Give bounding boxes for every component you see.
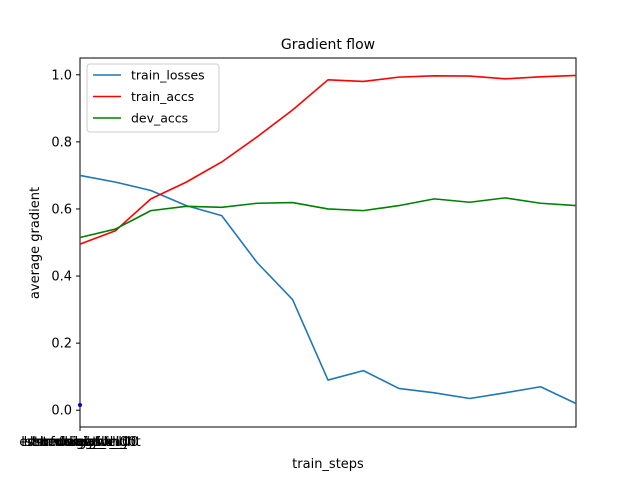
chart-title: Gradient flow bbox=[281, 37, 375, 53]
y-tick-label: 1.0 bbox=[51, 68, 72, 83]
x-tick-label: lstm.weight_ih_l0 bbox=[24, 435, 137, 450]
x-tick-label: embedding.weight bbox=[19, 435, 140, 450]
origin-marker bbox=[78, 403, 82, 407]
x-tick-label: fc.weight bbox=[50, 435, 110, 450]
series-line-train-accs bbox=[79, 74, 577, 245]
y-tick-label: 0.0 bbox=[51, 404, 72, 419]
x-axis-label: train_steps bbox=[292, 457, 364, 472]
y-tick-label: 0.2 bbox=[51, 337, 72, 352]
x-tick-label: lstm.bias_ih_l0 bbox=[32, 435, 128, 450]
y-axis-ticks: 0.0 0.2 0.4 0.6 0.8 1.0 bbox=[51, 68, 80, 419]
series-line-train-losses bbox=[79, 174, 577, 405]
y-axis-label: average gradient bbox=[28, 187, 43, 299]
legend-label: dev_accs bbox=[131, 111, 188, 126]
x-tick-label: lstm.weight_hh_l0 bbox=[21, 435, 138, 450]
x-tick-label: fc.bias bbox=[59, 435, 102, 450]
legend-label: train_accs bbox=[131, 89, 194, 104]
y-tick-label: 0.6 bbox=[51, 202, 72, 217]
series-lines bbox=[79, 74, 577, 405]
legend-label: train_losses bbox=[131, 68, 205, 83]
series-line-dev-accs bbox=[79, 197, 577, 239]
legend-items: train_losses train_accs dev_accs bbox=[93, 68, 205, 126]
x-axis-ticks: lstm.weight_ih_l0lstm.weight_hh_l0lstm.b… bbox=[19, 427, 141, 450]
legend: train_losses train_accs dev_accs bbox=[86, 63, 220, 133]
legend-box bbox=[86, 63, 220, 133]
x-tick-label: lstm.bias_hh_l0 bbox=[30, 435, 130, 450]
y-tick-label: 0.4 bbox=[51, 270, 72, 285]
y-tick-label: 0.8 bbox=[51, 135, 72, 150]
